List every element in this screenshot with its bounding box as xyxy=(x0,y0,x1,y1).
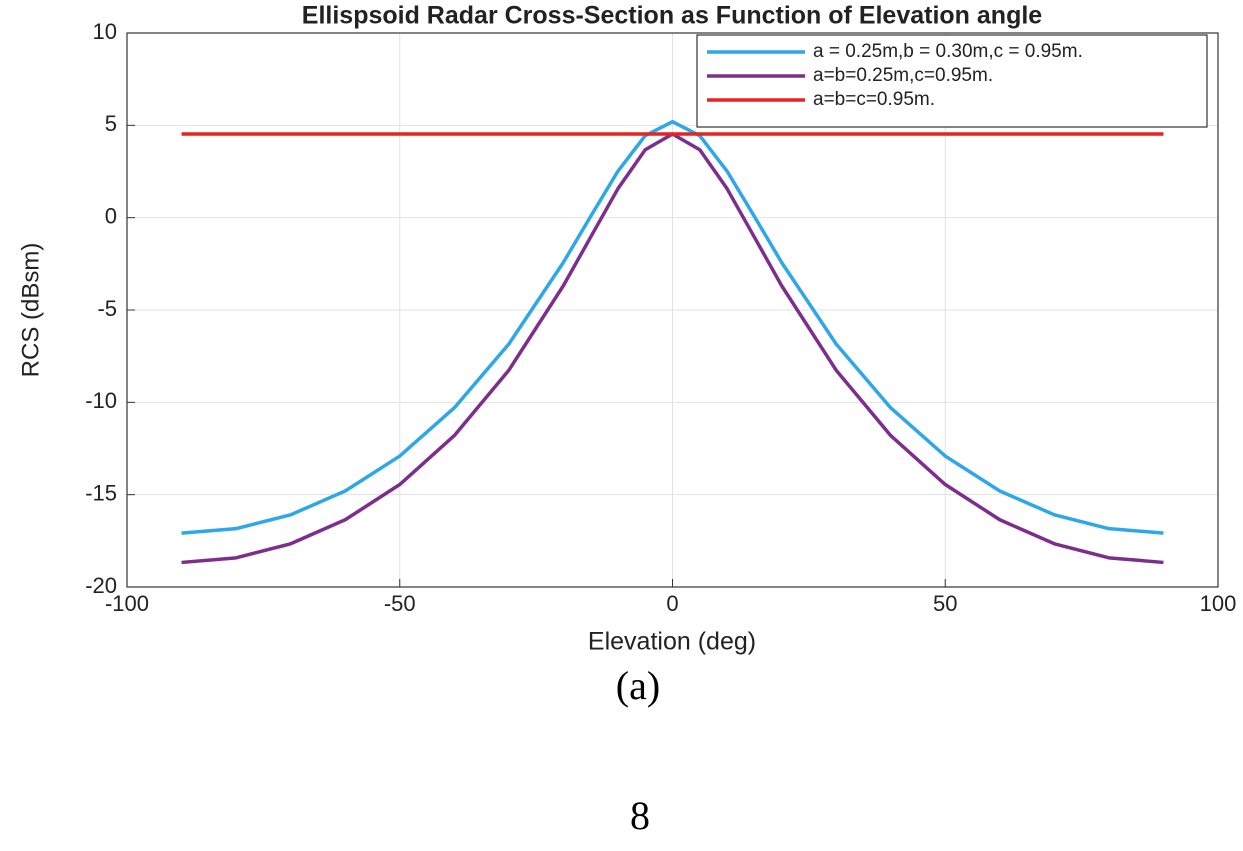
line-series xyxy=(181,119,1164,535)
caption: (a) xyxy=(616,663,660,708)
x-tick-label: -50 xyxy=(384,591,416,616)
page-number: 8 xyxy=(630,793,650,838)
y-tick-label: -15 xyxy=(85,480,117,505)
plot-frame xyxy=(126,32,1219,588)
y-tick-label: -5 xyxy=(97,296,117,321)
x-tick-label: -100 xyxy=(105,591,149,616)
legend-label: a=b=0.25m,c=0.95m. xyxy=(813,65,993,86)
y-tick-label: -20 xyxy=(85,573,117,598)
x-tick-label: 50 xyxy=(933,591,957,616)
y-tick-label: -10 xyxy=(85,388,117,413)
x-axis-label: Elevation (deg) xyxy=(588,628,756,656)
x-tick-label: 0 xyxy=(666,591,678,616)
y-tick-label: 0 xyxy=(105,203,117,228)
y-tick-label: 10 xyxy=(93,19,117,44)
legend-label: a = 0.25m,b = 0.30m,c = 0.95m. xyxy=(813,41,1083,62)
legend-label: a=b=c=0.95m. xyxy=(813,89,935,110)
y-axis-label: RCS (dBsm) xyxy=(17,243,44,378)
chart-title: Ellispsoid Radar Cross-Section as Functi… xyxy=(302,2,1043,30)
y-tick-label: 5 xyxy=(105,111,117,136)
x-tick-label: 100 xyxy=(1200,591,1237,616)
